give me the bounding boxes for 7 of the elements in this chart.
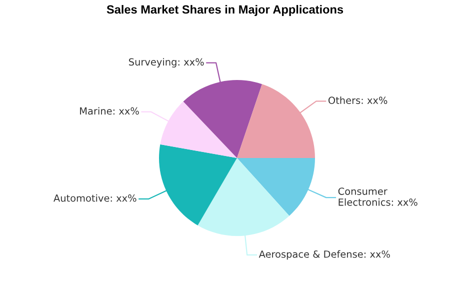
chart-title: Sales Market Shares in Major Applications xyxy=(106,5,344,16)
slice-label: Aerospace & Defense: xx% xyxy=(258,250,390,260)
slice-label: Marine: xx% xyxy=(80,107,139,115)
slice-label: Consumer Electronics: xx% xyxy=(338,188,418,206)
slice-label: Surveying: xx% xyxy=(129,58,204,68)
slice-label: Automotive: xx% xyxy=(54,194,136,202)
slice-label: Others: xx% xyxy=(328,96,388,104)
